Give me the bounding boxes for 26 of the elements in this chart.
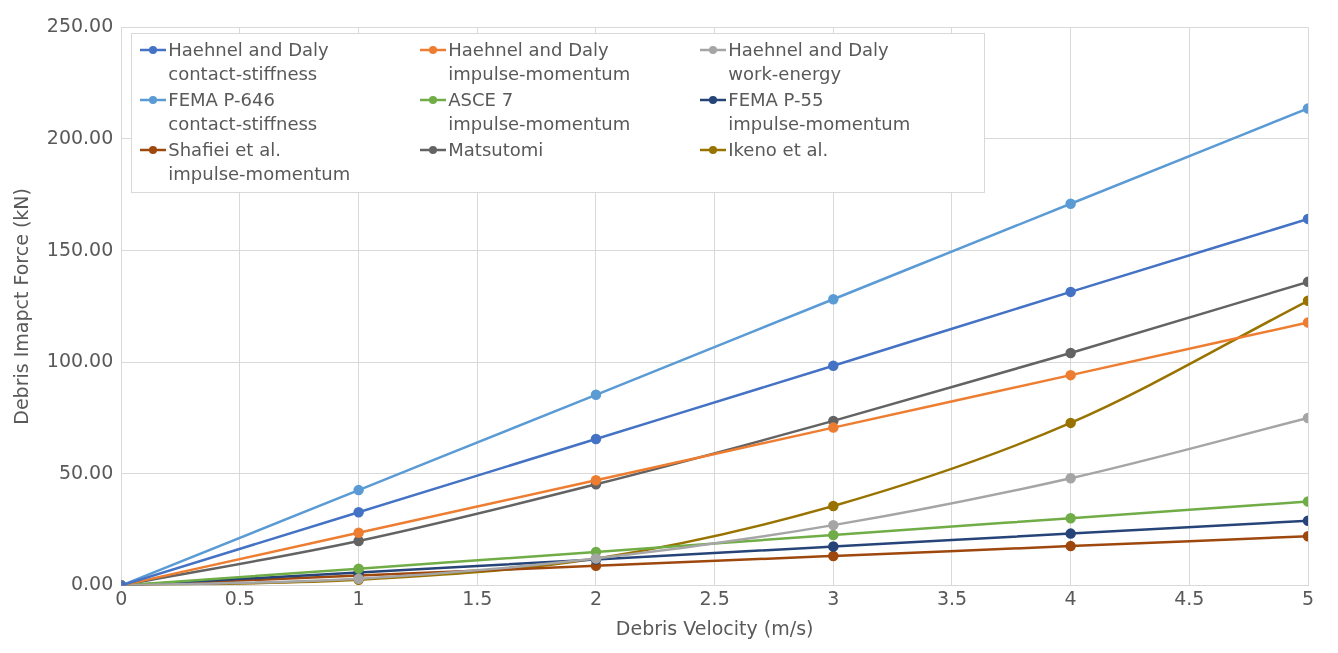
y-axis-title: Debris Imapct Force (kN): [10, 188, 33, 425]
legend-label: Shafiei et al. impulse-momentum: [168, 139, 351, 185]
y-tick-label: 150.00: [46, 237, 114, 260]
x-tick-label: 1.5: [462, 586, 493, 609]
x-tick-label: 0: [115, 586, 128, 609]
x-tick-label: 5: [1301, 586, 1315, 609]
y-tick-label: 50.00: [58, 460, 114, 483]
legend-label: Ikeno et al.: [728, 139, 829, 161]
x-tick-label: 0.5: [224, 586, 256, 609]
y-tick-label: 0.00: [70, 572, 114, 595]
y-tick-label: 200.00: [46, 125, 114, 148]
legend-label: Haehnel and Daly impulse-momentum: [448, 39, 631, 85]
legend-label: Haehnel and Daly work-energy: [728, 39, 889, 85]
legend-label: ASCE 7 impulse-momentum: [448, 89, 631, 135]
x-tick-label: 3.5: [936, 586, 968, 609]
x-tick-label: 4: [1064, 586, 1077, 609]
x-tick-label: 2: [589, 586, 603, 609]
x-tick-label: 3: [827, 586, 840, 609]
x-axis-title: Debris Velocity (m/s): [615, 616, 814, 639]
x-tick-label: 1: [352, 586, 365, 609]
legend-label: Matsutomi: [448, 139, 544, 161]
x-tick-label: 2.5: [699, 586, 730, 609]
x-tick-label: 4.5: [1174, 586, 1205, 609]
y-tick-label: 100.00: [46, 349, 114, 372]
y-tick-label: 250.00: [46, 14, 114, 37]
legend-label: Haehnel and Daly contact-stiffness: [168, 39, 329, 85]
